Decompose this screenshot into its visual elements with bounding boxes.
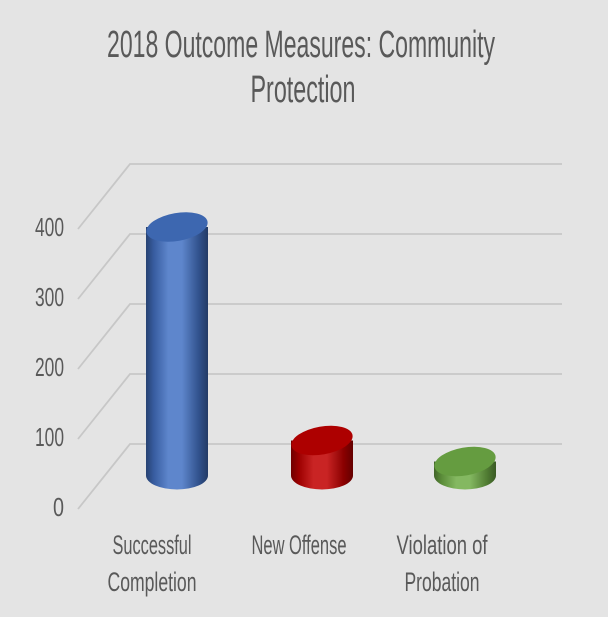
- cylinder-body-successful-completion: [146, 227, 208, 490]
- y-tick-200: 200: [35, 352, 64, 382]
- y-tick-100: 100: [35, 422, 64, 452]
- y-tick-0: 0: [53, 492, 64, 522]
- x-axis: Successful Completion New Offense Violat…: [108, 530, 488, 597]
- gridlines: [77, 163, 562, 510]
- cylinder-top-successful-completion: [146, 212, 208, 242]
- y-tick-400: 400: [35, 212, 64, 242]
- cylinder-top-violation-of-probation: [434, 446, 496, 477]
- gridline-200: [77, 303, 562, 370]
- category-label-successful-completion-line1: Successful: [113, 530, 192, 560]
- chart-title: 2018 Outcome Measures: Community Protect…: [107, 24, 495, 111]
- category-label-violation-of-probation-line2: Probation: [405, 567, 480, 597]
- bars: [146, 212, 496, 490]
- bar-successful-completion: [146, 212, 208, 490]
- category-label-violation-of-probation-line1: Violation of: [397, 530, 488, 560]
- category-label-new-offense: New Offense: [252, 530, 347, 560]
- chart-title-line1: 2018 Outcome Measures: Community: [107, 24, 495, 66]
- bar-new-offense: [291, 425, 353, 490]
- gridline-300: [77, 233, 562, 300]
- y-axis: 400 300 200 100 0: [35, 212, 64, 522]
- category-label-successful-completion-line2: Completion: [108, 567, 197, 597]
- chart-title-line2: Protection: [251, 69, 356, 111]
- gridline-100: [77, 373, 562, 440]
- cylinder-top-new-offense: [291, 425, 353, 456]
- y-tick-300: 300: [35, 282, 64, 312]
- bar-violation-of-probation: [434, 446, 496, 490]
- gridline-0: [77, 443, 562, 510]
- gridline-400: [77, 163, 562, 230]
